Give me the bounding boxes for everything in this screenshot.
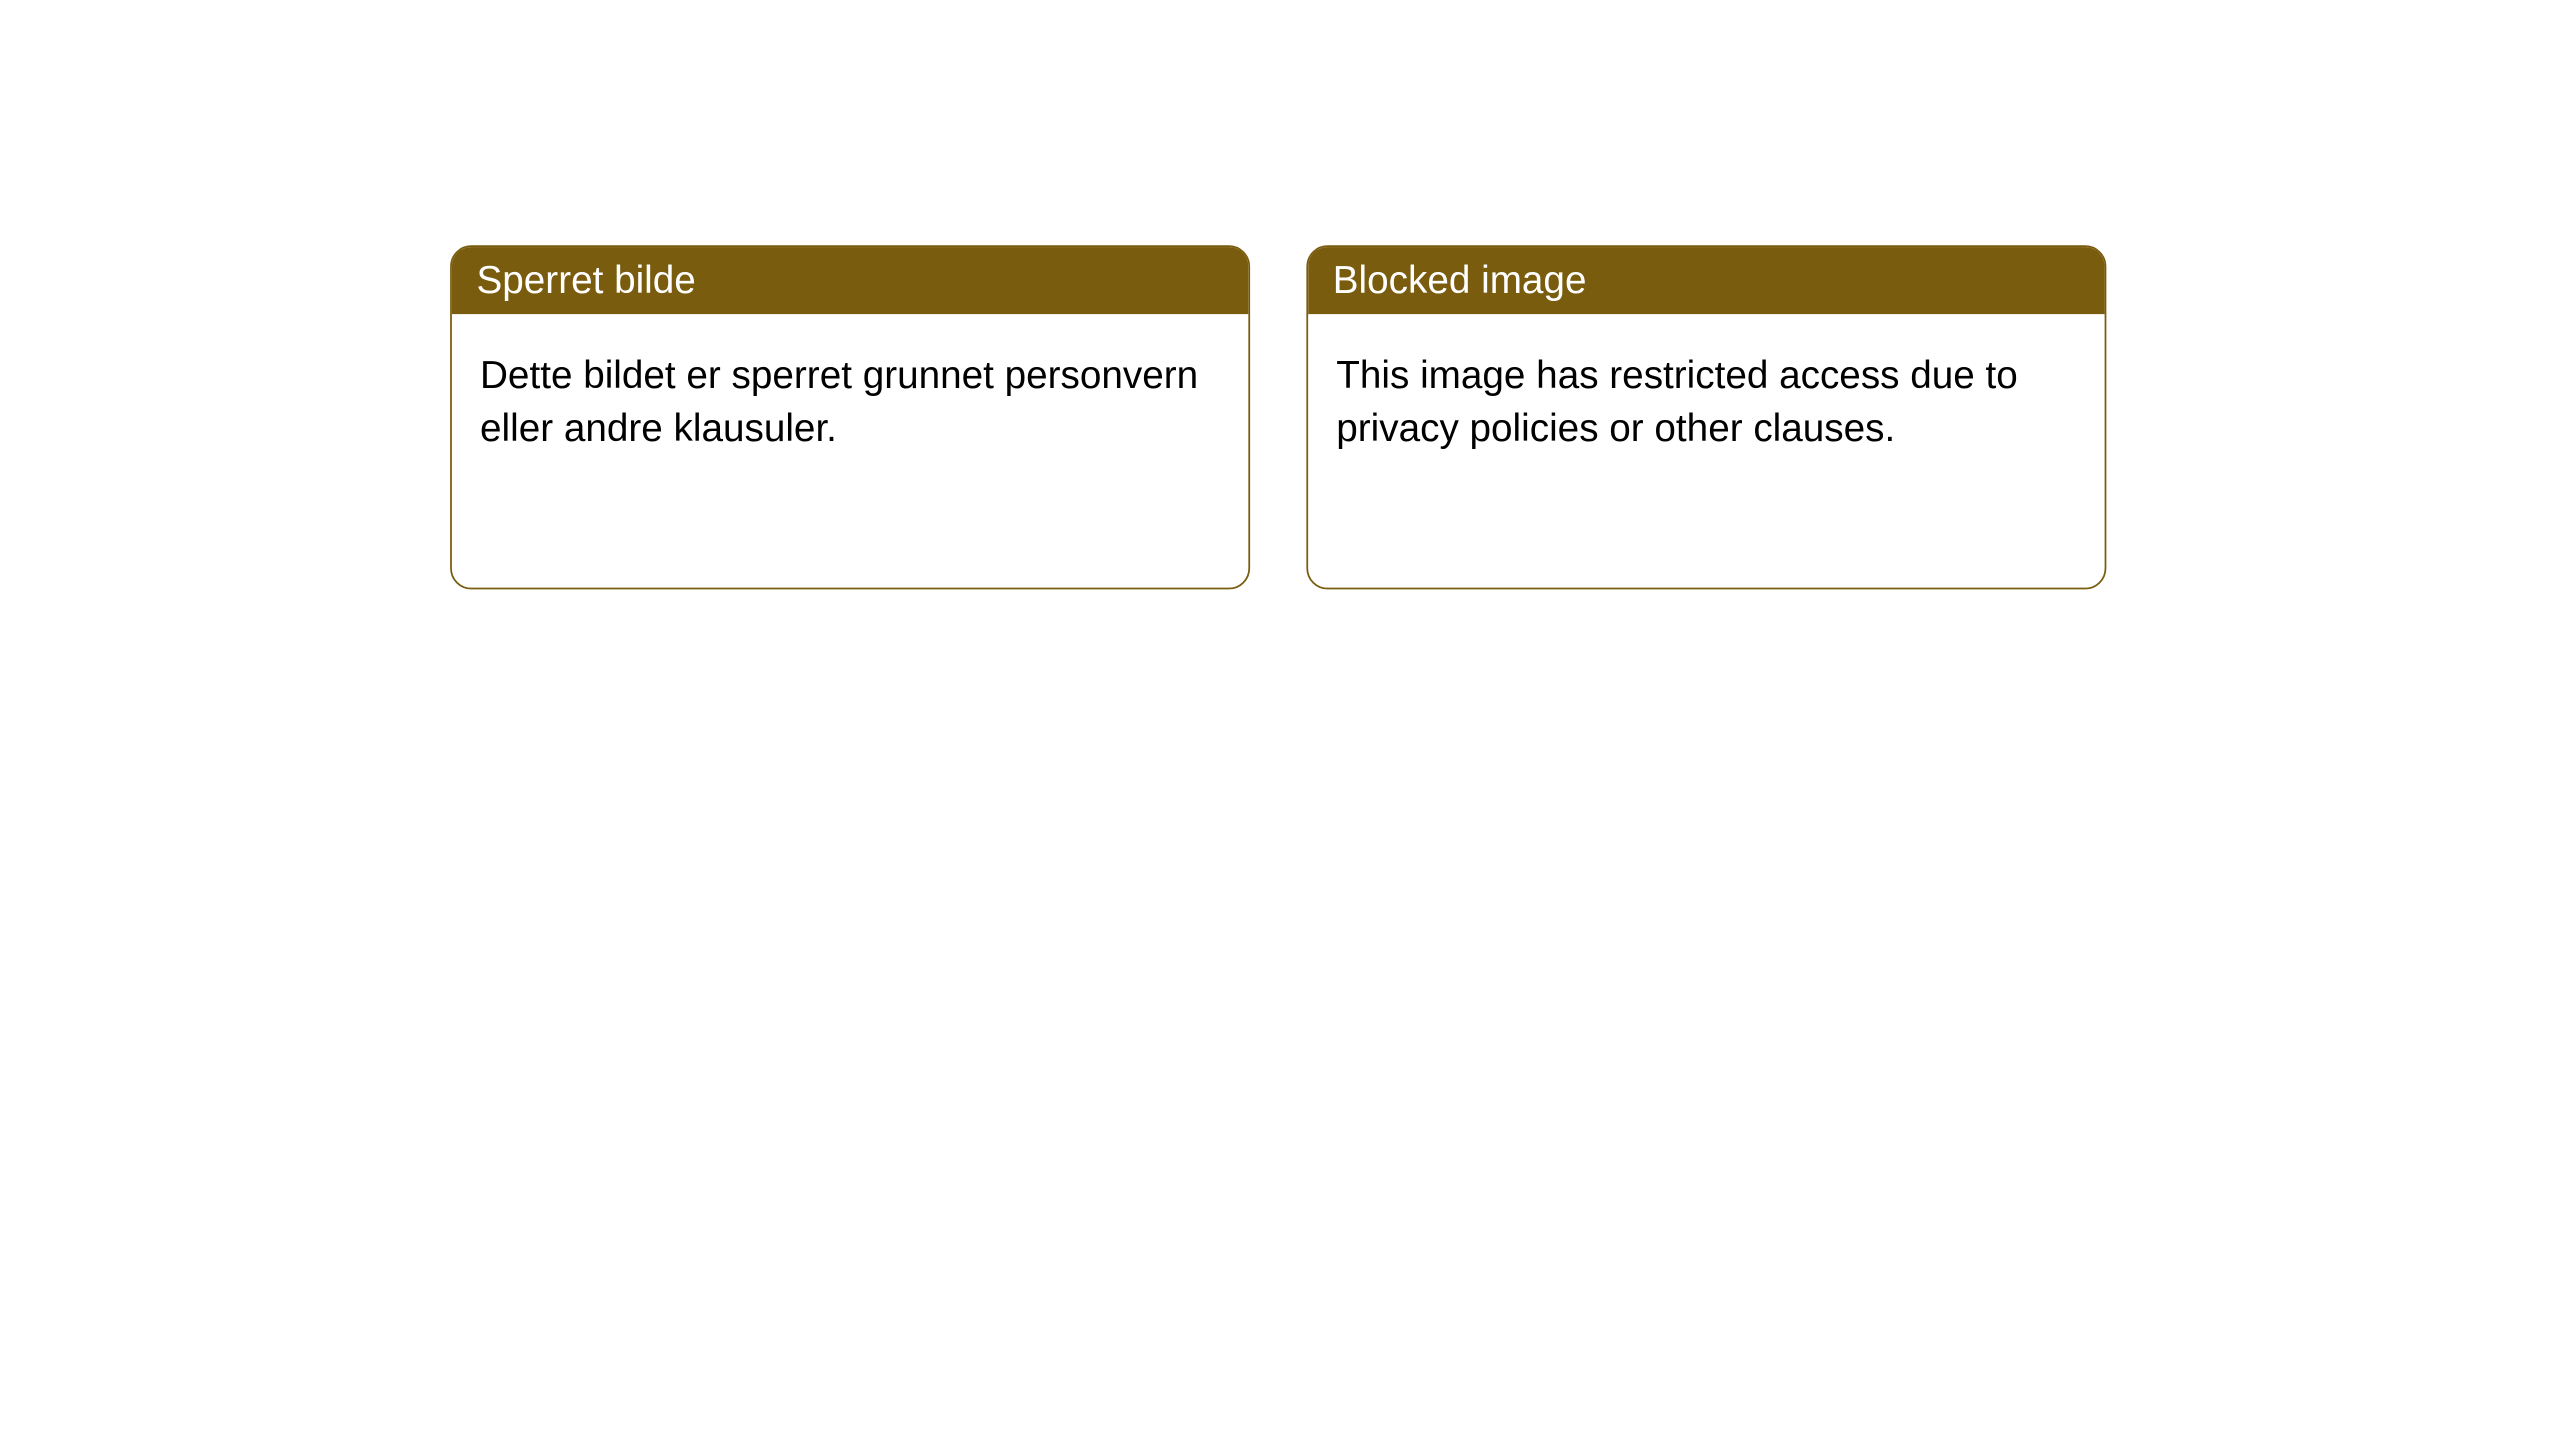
card-body: This image has restricted access due to … — [1308, 314, 2104, 588]
card-body: Dette bildet er sperret grunnet personve… — [452, 314, 1248, 588]
card-header: Blocked image — [1308, 247, 2104, 314]
viewport: Sperret bilde Dette bildet er sperret gr… — [0, 0, 2560, 1440]
card-header: Sperret bilde — [452, 247, 1248, 314]
blocked-image-card-no: Sperret bilde Dette bildet er sperret gr… — [450, 245, 1250, 589]
blocked-image-card-en: Blocked image This image has restricted … — [1306, 245, 2106, 589]
cards-row: Sperret bilde Dette bildet er sperret gr… — [450, 245, 2106, 589]
